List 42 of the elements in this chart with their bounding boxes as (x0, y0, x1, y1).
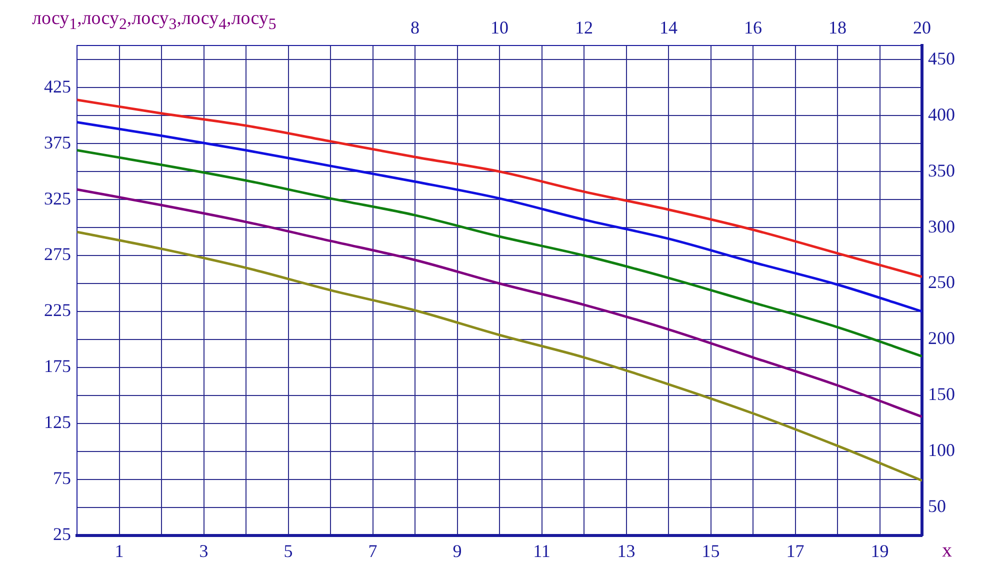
y2-tick-label: 400 (928, 104, 955, 124)
y-tick-label: 375 (44, 132, 71, 152)
y-tick-label: 425 (44, 76, 71, 96)
x-axis-title: x (942, 540, 952, 562)
line-series (77, 230, 922, 482)
y2-tick-label: 100 (928, 440, 955, 460)
x2-tick-label: 14 (660, 18, 678, 38)
y-tick-label: 175 (44, 356, 71, 376)
x-tick-label: 13 (617, 540, 636, 561)
x-tick-label: 9 (452, 540, 462, 561)
y2-tick-label: 200 (928, 328, 955, 348)
y2-tick-label: 450 (928, 48, 955, 68)
x-tick-label: 7 (368, 540, 378, 561)
x2-tick-label: 18 (828, 18, 846, 38)
y-tick-label: 325 (44, 188, 71, 208)
line-series (77, 121, 922, 313)
x-tick-label: 17 (786, 540, 804, 561)
y-tick-label: 75 (53, 468, 71, 488)
y2-tick-label: 350 (928, 160, 955, 180)
text: лосу$_{1}$,лосу$_{2}$,лосу$_{3}$,лосу$_{4}$,лосу$_{5}$ (32, 8, 276, 33)
x2-tick-label: 12 (575, 18, 593, 38)
x2-tick-label: 8 (410, 18, 420, 38)
x-tick-label: 1 (114, 540, 124, 561)
y2-tick-label: 50 (928, 496, 946, 516)
y-tick-label: 225 (44, 300, 71, 320)
x-tick-label: 19 (870, 540, 889, 561)
x2-tick-label: 10 (490, 18, 508, 38)
x-tick-label: 15 (702, 540, 720, 561)
y2-tick-label: 250 (928, 272, 955, 292)
x-tick-label: 3 (199, 540, 208, 561)
x2-tick-label: 16 (744, 18, 762, 38)
y-tick-label: 25 (53, 524, 71, 544)
x-tick-label: 11 (533, 540, 550, 561)
y-tick-label: 275 (44, 244, 71, 264)
y-tick-label: 125 (44, 412, 71, 432)
line-series (77, 98, 922, 278)
y2-tick-label: 150 (928, 384, 955, 404)
line-series (77, 149, 922, 358)
x2-tick-label: 20 (913, 18, 931, 38)
x-tick-label: 5 (284, 540, 293, 561)
line-series (77, 188, 922, 418)
y2-tick-label: 300 (928, 216, 955, 236)
